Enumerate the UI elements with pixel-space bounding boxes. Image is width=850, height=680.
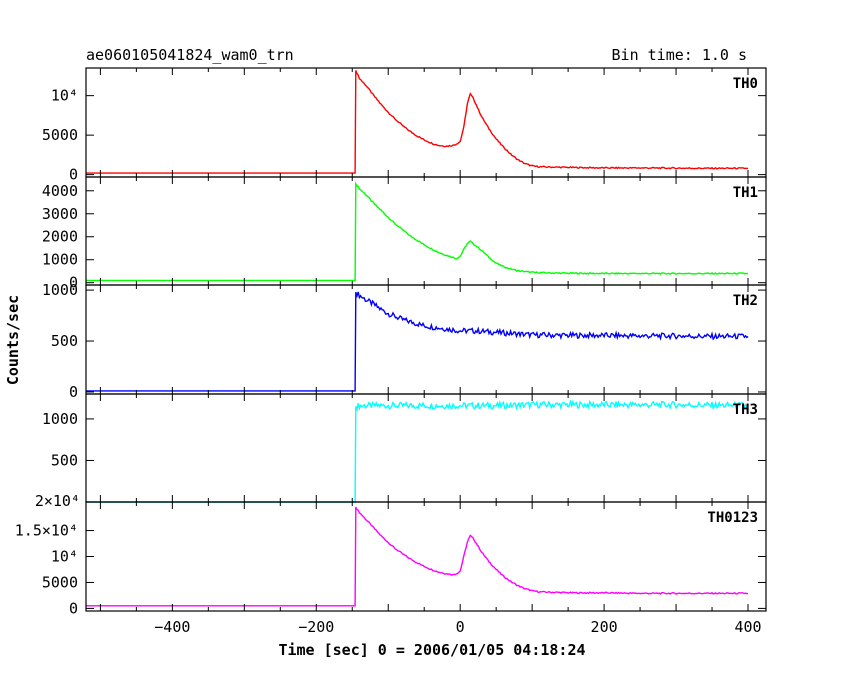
panel-th3: 500 1000 TH3: [42, 393, 767, 503]
y-tick-label: 0: [69, 166, 78, 184]
panel-th2: 0 500 1000 TH2: [42, 281, 767, 401]
x-tick-label: 400: [734, 618, 761, 636]
series-line-th0: [86, 70, 749, 174]
series-line-th3: [86, 399, 749, 503]
panel-label: TH2: [733, 293, 758, 309]
series-line-th1: [86, 181, 749, 282]
x-axis-label: Time [sec] 0 = 2006/01/05 04:18:24: [278, 641, 585, 659]
x-tick-label: −200: [298, 618, 334, 636]
y-axis-label: Counts/sec: [4, 295, 22, 385]
panel-frame: [85, 393, 767, 503]
panel-frame: [85, 67, 767, 178]
panel-label: TH0123: [707, 510, 758, 526]
series-line-th2: [86, 291, 749, 392]
y-tick-label: 1000: [42, 281, 78, 299]
panel-label: TH0: [733, 76, 758, 92]
y-tick-label: 2000: [42, 228, 78, 246]
bin-time-label: Bin time: 1.0 s: [612, 46, 747, 64]
y-tick-label: 0: [69, 383, 78, 401]
y-tick-label: 3000: [42, 205, 78, 223]
y-tick-label: 1000: [42, 410, 78, 428]
y-tick-label: 1000: [42, 251, 78, 269]
panel-th0: 0 5000 10⁴ TH0: [42, 67, 767, 184]
panel-th0123: 0 5000 10⁴ 1.5×10⁴ TH0123: [15, 501, 767, 617]
x-tick-labels: −400 −200 0 200 400: [154, 618, 761, 636]
x-tick-label: −400: [154, 618, 190, 636]
panel-label: TH1: [733, 185, 758, 201]
panel-frame: [85, 176, 767, 286]
y-tick-label: 1.5×10⁴: [15, 522, 78, 540]
y-tick-label: 10⁴: [51, 87, 78, 105]
x-tick-label: 0: [456, 618, 465, 636]
y-tick-label: 4000: [42, 182, 78, 200]
y-tick-label: 10⁴: [51, 548, 78, 566]
panel-frame: [85, 501, 767, 612]
panel-th1: 0 1000 2000 3000 4000 TH1: [42, 176, 767, 292]
series-line-th0123: [86, 506, 749, 607]
y-tick-label: 500: [51, 332, 78, 350]
y-tick-label: 0: [69, 599, 78, 617]
y-tick-label: 5000: [42, 126, 78, 144]
partial-y-tick-label: 2×10⁴: [35, 492, 80, 510]
y-tick-label: 500: [51, 451, 78, 469]
panel-frame: [85, 284, 767, 395]
chart-title: ae060105041824_wam0_trn: [86, 46, 294, 64]
y-tick-label: 0: [69, 274, 78, 292]
y-tick-label: 5000: [42, 573, 78, 591]
panel-label: TH3: [733, 402, 758, 418]
x-tick-label: 200: [591, 618, 618, 636]
